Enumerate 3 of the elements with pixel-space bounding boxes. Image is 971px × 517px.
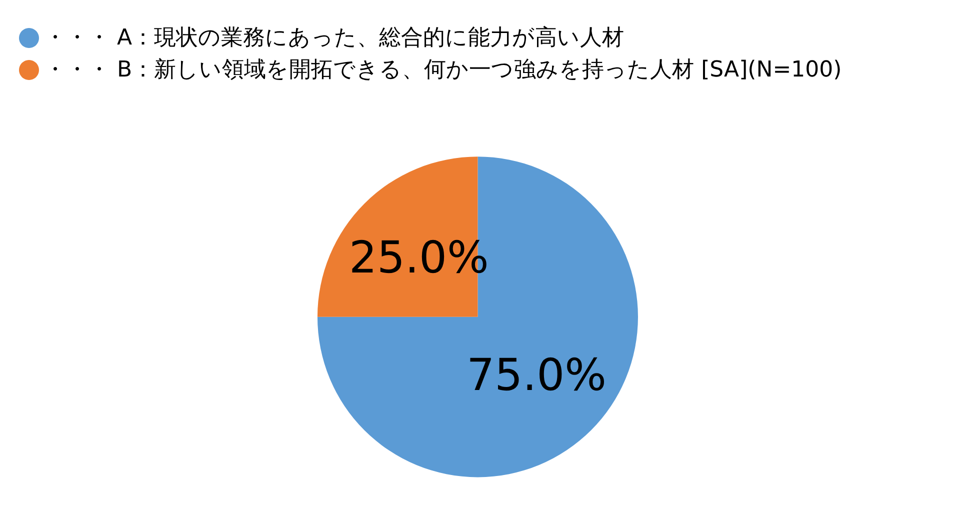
legend-label: ・・・ A：現状の業務にあった、総合的に能力が高い人材 (44, 26, 624, 50)
legend-label: ・・・ B：新しい領域を開拓できる、何か一つ強みを持った人材 [SA](N=100) (44, 58, 842, 82)
data-label: 75.0% (466, 350, 606, 402)
